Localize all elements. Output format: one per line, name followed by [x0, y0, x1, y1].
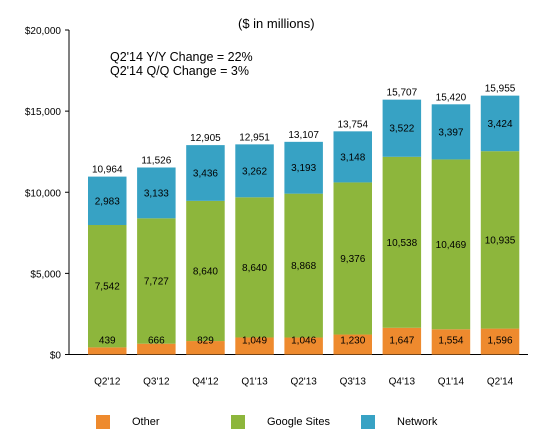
legend-swatch-google-sites	[231, 415, 245, 429]
data-label: 3,133	[144, 188, 169, 199]
total-label: 15,955	[485, 84, 516, 95]
data-label: 439	[99, 336, 116, 347]
qoq-annotation: Q2'14 Q/Q Change = 3%	[110, 64, 249, 78]
y-tick-label: $0	[50, 351, 62, 362]
data-label: 8,868	[291, 261, 316, 272]
x-tick-label: Q1'14	[438, 377, 465, 388]
bar-network	[431, 104, 471, 160]
yoy-annotation: Q2'14 Y/Y Change = 22%	[110, 50, 253, 64]
bar-other	[137, 343, 176, 355]
y-tick-label: $15,000	[25, 107, 62, 118]
data-label: 2,983	[95, 196, 120, 207]
data-label: 10,935	[485, 235, 516, 246]
y-tick-label: $5,000	[30, 269, 61, 280]
data-label: 1,554	[438, 336, 463, 347]
bar-network	[88, 176, 127, 226]
bars	[88, 95, 520, 355]
data-label: 1,230	[340, 336, 365, 347]
total-label: 11,526	[141, 155, 171, 166]
data-label: 9,376	[340, 254, 365, 265]
total-label: 15,707	[387, 88, 418, 99]
data-labels: 439 7,542 2,983 10,964 666 7,727 3,133 11,526 82…	[92, 84, 516, 347]
total-label: 12,905	[190, 133, 221, 144]
bar-google-sites	[431, 159, 471, 330]
bar-other	[88, 347, 127, 355]
data-label: 3,148	[340, 152, 365, 163]
x-tick-label: Q1'13	[241, 377, 268, 388]
legend-item-google-sites: Google Sites	[231, 413, 330, 431]
data-label: 3,262	[242, 166, 267, 177]
x-tick-label: Q4'13	[389, 377, 416, 388]
bar-other	[480, 328, 520, 355]
bar-network	[333, 131, 372, 183]
bar-google-sites	[235, 197, 274, 338]
bar-other	[382, 327, 422, 355]
data-label: 10,469	[436, 240, 467, 251]
bar-network	[284, 141, 323, 194]
bar-other	[431, 329, 471, 355]
data-label: 3,193	[291, 163, 316, 174]
unit-note: ($ in millions)	[238, 16, 315, 31]
total-label: 15,420	[436, 92, 467, 103]
data-label: 1,049	[242, 336, 267, 347]
bar-other	[333, 334, 372, 355]
x-tick-label: Q2'13	[290, 377, 317, 388]
data-label: 7,727	[144, 277, 169, 288]
x-tick-label: Q4'12	[192, 377, 219, 388]
bar-google-sites	[333, 182, 372, 335]
data-label: 3,397	[438, 127, 463, 138]
data-label: 8,640	[242, 263, 267, 274]
data-label: 829	[197, 336, 214, 347]
data-label: 1,596	[488, 336, 513, 347]
data-label: 7,542	[95, 282, 120, 293]
legend-swatch-other	[96, 415, 110, 429]
data-label: 3,424	[488, 119, 513, 130]
bar-other	[235, 337, 274, 355]
bar-network	[480, 95, 520, 152]
data-label: 1,647	[389, 336, 414, 347]
x-tick-label: Q3'12	[143, 377, 170, 388]
legend-swatch-network	[361, 415, 375, 429]
total-label: 13,107	[288, 130, 319, 141]
legend-label-google-sites: Google Sites	[267, 416, 330, 428]
data-label: 8,640	[193, 266, 218, 277]
total-label: 10,964	[92, 165, 123, 176]
bar-other	[186, 341, 225, 355]
bar-google-sites	[186, 200, 225, 342]
bar-google-sites	[88, 225, 127, 348]
data-label: 1,046	[291, 336, 316, 347]
data-label: 10,538	[387, 238, 418, 249]
total-label: 12,951	[239, 132, 270, 143]
bar-google-sites	[382, 156, 422, 328]
bar-network	[186, 145, 225, 201]
bar-other	[284, 337, 323, 355]
legend-label-other: Other	[132, 416, 160, 428]
y-tick-label: $10,000	[25, 188, 62, 199]
bar-google-sites	[137, 218, 176, 344]
bar-google-sites	[284, 193, 323, 338]
bar-network	[137, 167, 176, 219]
legend-item-network: Network	[361, 413, 437, 431]
bar-google-sites	[480, 151, 520, 329]
data-label: 3,436	[193, 168, 218, 179]
total-label: 13,754	[337, 119, 368, 130]
legend-item-other: Other	[96, 413, 160, 431]
x-tick-label: Q3'13	[340, 377, 367, 388]
x-tick-label: Q2'14	[487, 377, 514, 388]
bar-network	[382, 99, 422, 157]
data-label: 666	[148, 336, 165, 347]
bar-network	[235, 144, 274, 198]
legend-label-network: Network	[397, 416, 438, 428]
y-tick-label: $20,000	[25, 26, 62, 37]
x-tick-label: Q2'12	[94, 377, 121, 388]
data-label: 3,522	[389, 124, 414, 135]
